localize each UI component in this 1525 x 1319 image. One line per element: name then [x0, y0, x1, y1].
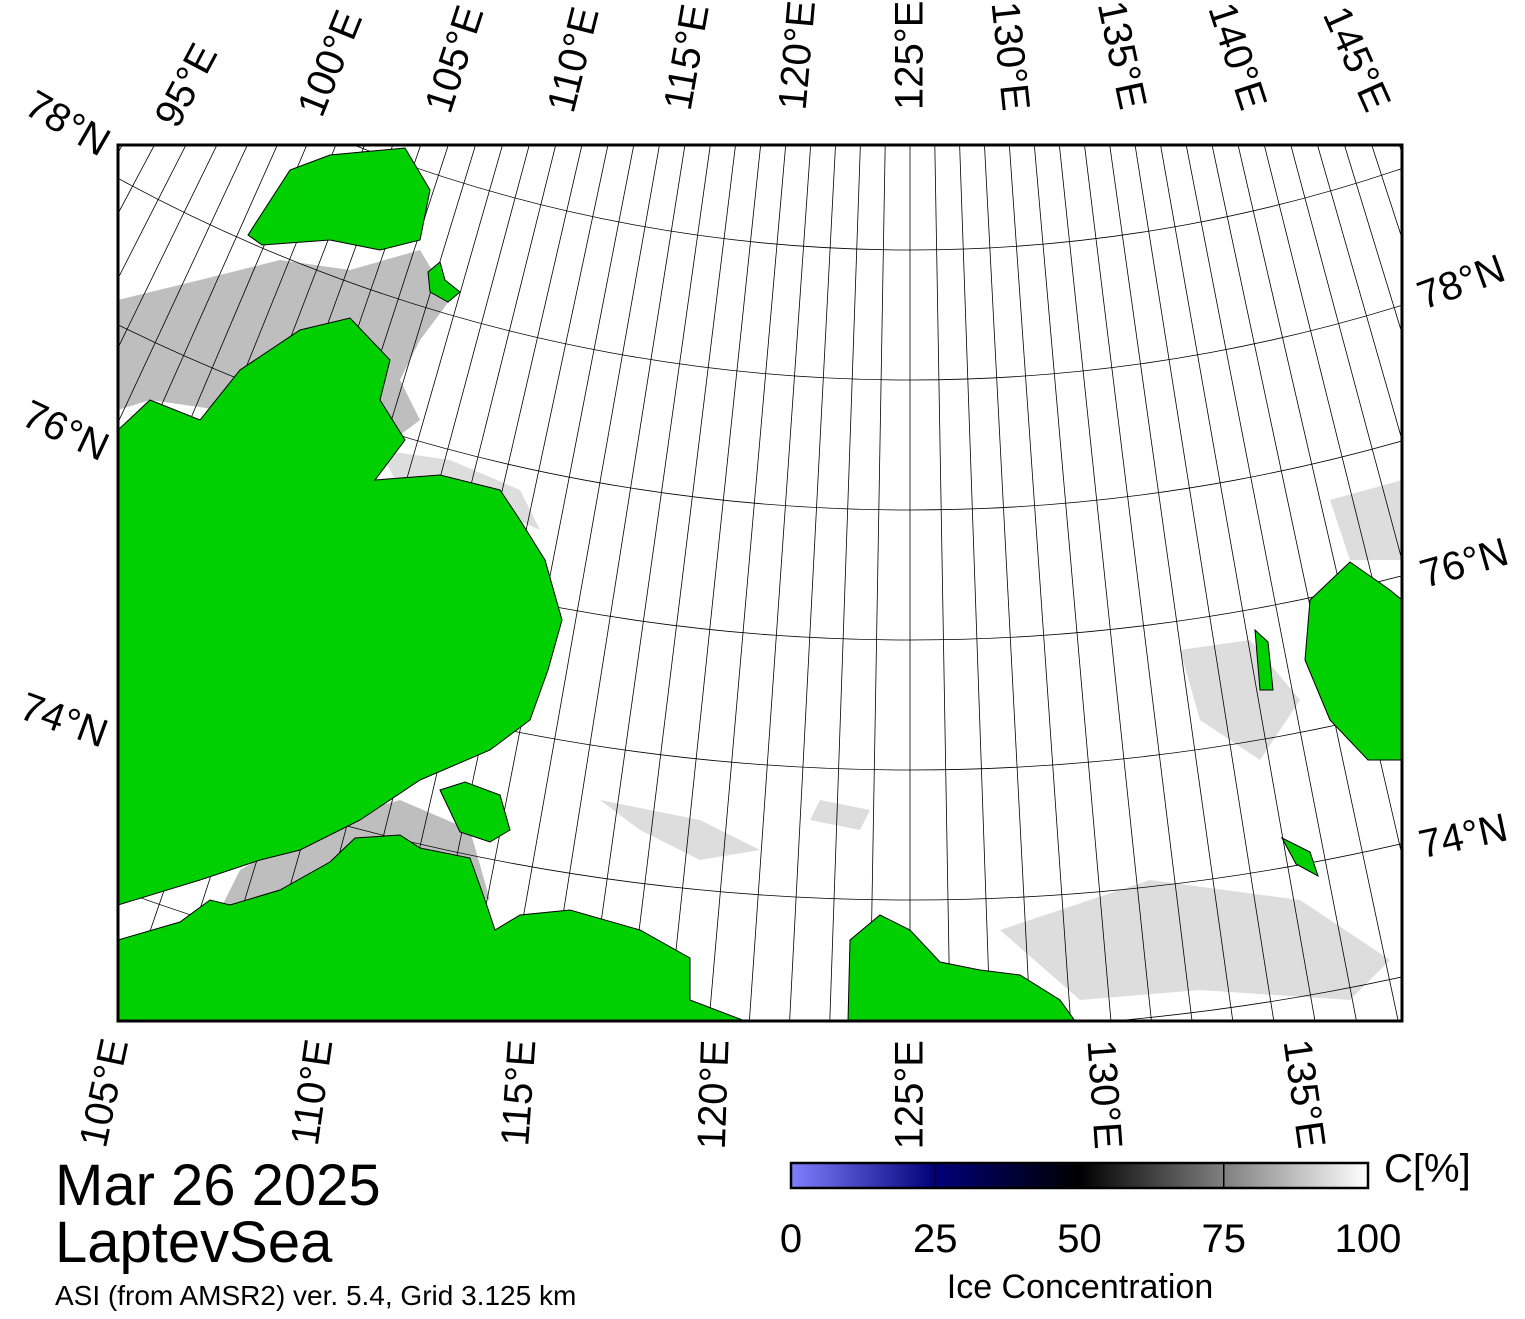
land [118, 147, 1402, 1021]
left-frame-label: 78°N [18, 82, 117, 165]
bottom-frame-label: 105°E [71, 1035, 137, 1151]
island [439, 781, 511, 843]
top-frame-label: 115°E [656, 1, 718, 113]
colorbar-tick-label: 75 [1202, 1217, 1247, 1261]
meridian [1263, 145, 1402, 699]
island [1280, 836, 1319, 878]
meridian [1317, 145, 1402, 442]
top-frame-label: 135°E [1089, 0, 1155, 113]
meridian [1058, 145, 1152, 1021]
taymyr-land [118, 317, 563, 906]
island [1254, 628, 1274, 691]
meridian [934, 145, 951, 1021]
colorbar-unit: C[%] [1384, 1147, 1471, 1191]
colorbar-tick-label: 25 [913, 1217, 958, 1261]
right-frame-label: 74°N [1415, 806, 1512, 868]
southern-coast [118, 834, 746, 1021]
bottom-frame-label: 120°E [690, 1039, 738, 1150]
top-frame-label: 100°E [289, 4, 371, 122]
meridian [1418, 0, 1525, 1025]
bottom-frame-label: 130°E [1078, 1038, 1130, 1150]
left-frame-label: 76°N [16, 392, 116, 470]
meridian [959, 145, 991, 1021]
meridian [829, 145, 861, 1021]
lena-delta-coast [847, 914, 1076, 1021]
severnaya-zemlya [247, 147, 431, 251]
date-title: Mar 26 2025 [55, 1153, 381, 1218]
meridian [1134, 145, 1275, 1021]
meridian [1371, 145, 1402, 240]
colorbar-tick-label: 100 [1335, 1217, 1402, 1261]
meridian [1344, 145, 1402, 335]
top-frame-label: 110°E [539, 3, 607, 117]
colorbar-title: Ice Concentration [947, 1268, 1214, 1306]
bottom-frame-label: 135°E [1275, 1037, 1334, 1151]
map-frame [116, 143, 1404, 1023]
colorbar: C[%] Ice Concentration 0 25 50 75 100 [780, 1147, 1471, 1306]
top-frame-label: 125°E [888, 1, 932, 110]
top-frame-label: 145°E [1314, 0, 1399, 118]
right-frame-label: 78°N [1412, 246, 1511, 318]
new-siberian-island [1304, 561, 1402, 761]
meridian [1160, 145, 1316, 1021]
meridian [748, 145, 812, 1021]
top-frame-label: 140°E [1199, 0, 1275, 115]
colorbar-tick-label: 50 [1057, 1217, 1102, 1261]
meridian [1084, 145, 1193, 1021]
map-content [118, 0, 1525, 1042]
top-frame-label: 95°E [146, 37, 226, 135]
bottom-frame-label: 125°E [888, 1040, 932, 1149]
meridian [1397, 0, 1525, 1042]
top-frame-label: 105°E [417, 0, 493, 118]
source-note: ASI (from AMSR2) ver. 5.4, Grid 3.125 km [55, 1280, 576, 1311]
right-frame-label: 76°N [1415, 530, 1513, 597]
top-frame-label: 130°E [983, 0, 1038, 113]
bottom-frame-label: 115°E [493, 1038, 544, 1147]
meridian [1033, 145, 1112, 1021]
meridian [869, 145, 886, 1021]
top-frame-label: 120°E [771, 0, 824, 112]
colorbar-tick-label: 0 [780, 1217, 802, 1261]
region-title: LaptevSea [55, 1210, 333, 1275]
left-frame-label: 74°N [14, 684, 113, 756]
bottom-frame-label: 110°E [283, 1037, 341, 1149]
meridian [1109, 145, 1234, 1021]
meridian [1185, 145, 1357, 1021]
meridian [1211, 145, 1399, 1021]
island [427, 261, 461, 303]
